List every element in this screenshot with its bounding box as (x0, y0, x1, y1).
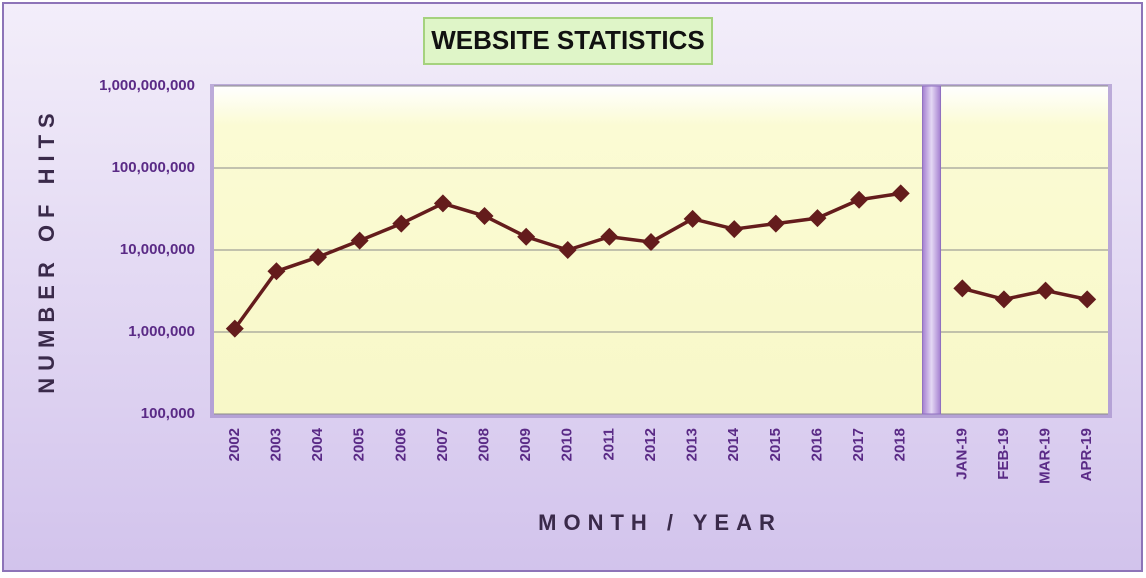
data-point (766, 214, 785, 233)
x-tick-label: 2011 (600, 428, 617, 461)
data-point (953, 279, 972, 298)
data-point (850, 190, 869, 209)
x-tick-label: JAN-19 (953, 428, 970, 480)
data-point (267, 262, 286, 281)
y-tick-label: 100,000 (141, 405, 195, 422)
data-point (891, 184, 910, 203)
x-axis-label: MONTH / YEAR (538, 510, 782, 535)
data-point (517, 227, 536, 246)
series-line (961, 286, 1088, 302)
x-tick-label: 2012 (642, 428, 659, 461)
data-point (725, 220, 744, 239)
x-tick-label: 2003 (267, 428, 284, 461)
axis-break (922, 85, 942, 415)
y-axis-label: NUMBER OF HITS (34, 106, 59, 393)
x-tick-label: 2006 (392, 428, 409, 461)
x-tick-label: 2002 (226, 428, 243, 461)
data-point (994, 290, 1013, 309)
title-box (423, 17, 713, 65)
data-point (1078, 290, 1097, 309)
x-tick-label: 2015 (767, 428, 784, 461)
x-tick-label: 2018 (892, 428, 909, 461)
y-tick-label: 1,000,000,000 (99, 77, 195, 94)
y-tick-label: 100,000,000 (112, 159, 195, 176)
data-point (808, 209, 827, 228)
data-point (642, 233, 660, 252)
data-point (309, 248, 328, 267)
x-tick-label: 2005 (351, 428, 368, 461)
x-tick-label: 2009 (517, 428, 534, 461)
y-tick-label: 1,000,000 (128, 323, 195, 340)
x-tick-label: 2010 (559, 428, 576, 461)
x-tick-label: 2014 (725, 427, 742, 461)
data-point (225, 319, 244, 338)
data-point (683, 209, 702, 228)
x-tick-label: 2017 (850, 428, 867, 461)
x-tick-label: 2007 (434, 428, 451, 461)
data-point (558, 241, 577, 259)
data-point (433, 194, 452, 213)
x-tick-label: 2004 (309, 427, 326, 461)
chart-title: WEBSITE STATISTICS (431, 25, 704, 55)
data-point (475, 206, 494, 225)
x-tick-label: FEB-19 (995, 428, 1012, 480)
x-tick-label: 2008 (475, 428, 492, 461)
y-tick-label: 10,000,000 (120, 241, 195, 258)
x-tick-label: 2016 (808, 428, 825, 461)
data-point (600, 227, 619, 246)
data-point (350, 231, 369, 250)
x-tick-label: APR-19 (1078, 428, 1095, 481)
data-point (1036, 281, 1055, 300)
data-point (392, 214, 411, 233)
x-tick-label: 2013 (684, 428, 701, 461)
x-tick-label: MAR-19 (1037, 428, 1054, 484)
